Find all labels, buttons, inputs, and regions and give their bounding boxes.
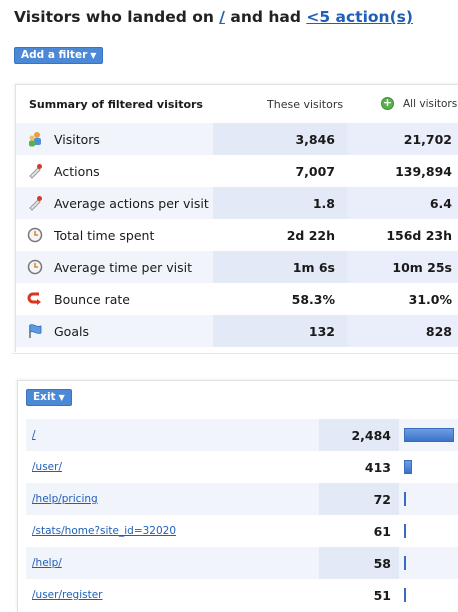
title-prefix: Visitors who landed on [14, 8, 220, 26]
exit-row: /help/ 58 [26, 547, 458, 579]
these-visitors-header: These visitors [267, 98, 344, 111]
summary-label: Visitors [54, 132, 100, 147]
exit-count: 72 [373, 492, 391, 507]
chevron-down-icon: ▼ [58, 393, 65, 402]
summary-label: Average actions per visit [54, 196, 209, 211]
exit-count: 58 [373, 556, 391, 571]
summary-label: Average time per visit [54, 260, 193, 275]
summary-header: Summary of filtered visitors These visit… [16, 85, 458, 123]
landing-page-link[interactable]: / [219, 8, 225, 26]
exit-row: /stats/home?site_id=32020 61 [26, 515, 433, 547]
exit-row: / 2,484 [26, 419, 458, 451]
summary-panel: Summary of filtered visitors These visit… [15, 84, 458, 352]
visitors-icon [29, 132, 41, 147]
summary-row-visitors: Visitors 3,846 21,702 [16, 123, 458, 155]
exit-dropdown-button[interactable]: Exit ▼ [26, 389, 72, 406]
add-filter-label: Add a filter [21, 49, 88, 61]
exit-count: 51 [373, 588, 391, 603]
exit-page-link[interactable]: /help/ [32, 557, 62, 569]
exit-count: 2,484 [351, 428, 391, 443]
exit-page-link[interactable]: /help/pricing [32, 493, 98, 505]
plus-icon[interactable]: + [381, 96, 394, 110]
summary-row-goals: Goals 132 828 [16, 315, 458, 347]
summary-row-actions: Actions 7,007 139,894 [16, 155, 458, 187]
summary-label: Actions [54, 164, 100, 179]
these-value: 1m 6s [292, 260, 335, 275]
all-value: 139,894 [395, 164, 452, 179]
exit-bar [404, 524, 406, 538]
all-value: 156d 23h [386, 228, 452, 243]
actions-filter-link[interactable]: <5 action(s) [306, 8, 413, 26]
summary-label: Bounce rate [54, 292, 130, 307]
actions-icon [29, 164, 42, 179]
clock-icon [27, 227, 43, 243]
exit-bar [404, 492, 406, 506]
summary-label: Total time spent [54, 228, 155, 243]
exit-page-link[interactable]: /stats/home?site_id=32020 [32, 525, 177, 537]
divider [12, 353, 458, 354]
title-middle: and had [224, 8, 307, 26]
exit-count: 413 [364, 460, 391, 475]
page-title: Visitors who landed on / and had <5 acti… [14, 8, 413, 26]
exit-count: 61 [373, 524, 391, 539]
exit-row: /help/pricing 72 [26, 483, 458, 515]
these-value: 132 [308, 324, 335, 339]
these-value: 3,846 [295, 132, 335, 147]
exit-pages-panel [17, 380, 458, 612]
these-value: 1.8 [312, 196, 335, 211]
exit-bar [404, 460, 412, 474]
goals-flag-icon [29, 324, 42, 338]
add-filter-button[interactable]: Add a filter ▼ [14, 47, 104, 64]
all-value: 10m 25s [392, 260, 452, 275]
exit-bar [404, 556, 406, 570]
exit-row: /user/register 51 [26, 579, 433, 611]
these-value: 2d 22h [286, 228, 335, 243]
summary-row-avg-actions: Average actions per visit 1.8 6.4 [16, 187, 458, 219]
bounce-icon [27, 292, 41, 305]
summary-row-avg-time: Average time per visit 1m 6s 10m 25s [16, 251, 458, 283]
summary-row-total-time: Total time spent 2d 22h 156d 23h [16, 219, 458, 251]
chevron-down-icon: ▼ [90, 51, 97, 60]
exit-page-link[interactable]: / [32, 429, 36, 441]
summary-row-bounce: Bounce rate 58.3% 31.0% [16, 283, 458, 315]
summary-title: Summary of filtered visitors [29, 98, 203, 111]
all-value: 828 [425, 324, 452, 339]
exit-row: /user/ 413 [26, 451, 433, 483]
all-value: 6.4 [429, 196, 452, 211]
exit-label: Exit [33, 391, 56, 403]
all-value: 31.0% [408, 292, 452, 307]
actions-per-visit-icon [29, 196, 42, 211]
exit-bar [404, 588, 406, 602]
clock-icon [27, 259, 43, 275]
exit-page-link[interactable]: /user/ [32, 461, 62, 473]
exit-bar [404, 428, 454, 442]
all-visitors-header[interactable]: All visitors [403, 98, 458, 110]
exit-page-link[interactable]: /user/register [32, 589, 103, 601]
these-value: 58.3% [291, 292, 335, 307]
summary-label: Goals [54, 324, 89, 339]
these-value: 7,007 [295, 164, 335, 179]
all-value: 21,702 [403, 132, 452, 147]
